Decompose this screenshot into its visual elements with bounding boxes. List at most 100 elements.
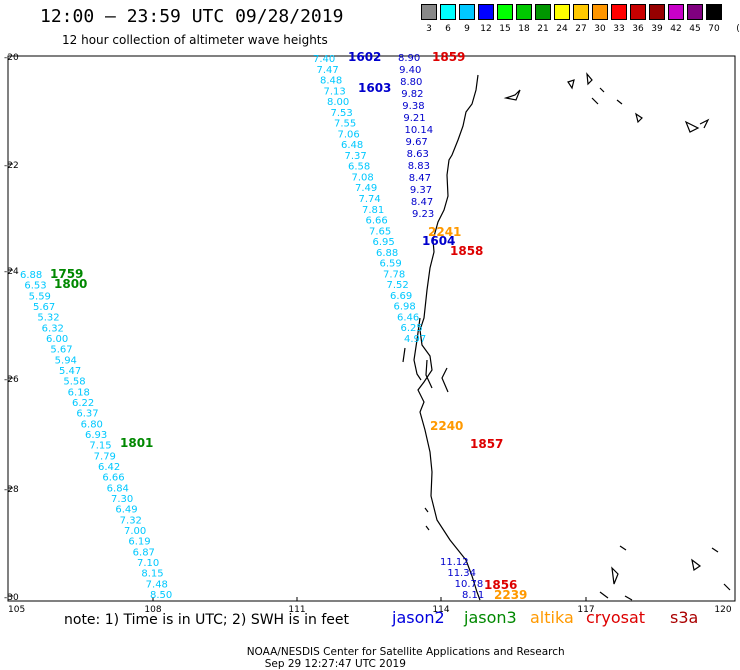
wave-height-label: 7.65 [369, 226, 391, 237]
pass-time-label: 1759 [50, 267, 83, 281]
legend-level: 45 [689, 24, 701, 34]
satellite-name: altika [530, 608, 574, 627]
credit-timestamp: Sep 29 12:27:47 UTC 2019 [264, 658, 406, 670]
legend-level: 12 [480, 24, 492, 34]
lat-tick-label: -22 [4, 161, 19, 171]
legend-level: 36 [632, 24, 644, 34]
wave-height-label: 7.40 [313, 54, 335, 65]
wave-height-label: 7.81 [362, 205, 384, 216]
legend-swatch [592, 4, 608, 20]
wave-height-label: 8.80 [400, 77, 422, 88]
plot-frame [7, 55, 736, 602]
wave-height-label: 8.15 [141, 569, 163, 580]
wave-height-label: 5.47 [59, 366, 81, 377]
wave-height-label: 7.32 [120, 515, 142, 526]
lon-tick-label: 105 [8, 605, 25, 615]
legend-swatch [706, 4, 722, 20]
coastline [402, 72, 731, 601]
wave-height-label: 8.47 [411, 197, 433, 208]
wave-height-label: 7.78 [383, 269, 405, 280]
wave-height-label: 8.48 [320, 76, 342, 87]
wave-height-label: 7.53 [331, 108, 353, 119]
legend-level: 15 [499, 24, 511, 34]
pass-time-label: 1857 [470, 437, 503, 451]
satellite-name: s3a [670, 608, 699, 627]
wave-height-label: 6.42 [98, 462, 120, 473]
wave-height-label: 9.82 [401, 89, 423, 100]
lon-tick-label: 111 [288, 605, 305, 615]
wave-height-label: 7.37 [345, 151, 367, 162]
legend-swatch [459, 4, 475, 20]
lat-tick-label: -30 [4, 593, 19, 603]
page-title: 12:00 – 23:59 UTC 09/28/2019 [40, 6, 344, 27]
lon-tick-label: 108 [144, 605, 161, 615]
wave-height-label: 6.95 [373, 237, 395, 248]
wave-height-label: 7.74 [359, 194, 381, 205]
wave-height-label: 6.25 [401, 323, 423, 334]
pass-time-label: 1603 [358, 81, 391, 95]
wave-height-label: 6.37 [76, 409, 98, 420]
wave-height-label: 7.47 [317, 65, 339, 76]
legend-level: 39 [651, 24, 663, 34]
pass-time-label: 2239 [494, 588, 527, 602]
pass-time-label: 1800 [54, 277, 87, 291]
legend-level: 70 [708, 24, 720, 34]
wave-height-label: 7.49 [355, 183, 377, 194]
wave-height-label: 4.97 [404, 334, 426, 345]
wave-height-label: 6.49 [115, 505, 137, 516]
wave-height-label: 6.22 [72, 398, 94, 409]
legend-level: 30 [594, 24, 606, 34]
legend-swatch [611, 4, 627, 20]
lat-tick-label: -24 [4, 267, 19, 277]
wave-height-label: 7.55 [334, 119, 356, 130]
lon-tick-label: 114 [432, 605, 449, 615]
wave-height-label: 6.88 [376, 248, 398, 259]
wave-height-label: 6.84 [107, 483, 129, 494]
legend-level: 3 [426, 24, 432, 34]
axis-ticks: 105 108 111 114 117 120 -20 -22 -24 -26 -28 -30 [4, 53, 736, 615]
wave-height-label: 7.48 [146, 579, 168, 590]
credit-line: NOAA/NESDIS Center for Satellite Applica… [240, 634, 565, 670]
legend-swatch [630, 4, 646, 20]
legend-swatch [440, 4, 456, 20]
wave-height-label: 9.40 [399, 65, 421, 76]
legend-level: 6 [445, 24, 451, 34]
legend-swatch [668, 4, 684, 20]
wave-height-label: 7.00 [124, 526, 146, 537]
wave-height-label: 7.15 [89, 441, 111, 452]
altimeter-tracks: 6.886.535.595.675.326.326.005.675.945.47… [20, 53, 484, 601]
wave-height-label: 9.38 [402, 101, 424, 112]
wave-height-label: 6.93 [85, 430, 107, 441]
wave-height-label: 6.98 [394, 302, 416, 313]
wave-height-label: 7.52 [387, 280, 409, 291]
lat-tick-label: -20 [4, 53, 19, 63]
wave-height-label: 10.14 [404, 125, 433, 136]
wave-height-label: 8.83 [408, 161, 430, 172]
legend-level: 21 [537, 24, 549, 34]
wave-height-label: 6.66 [366, 216, 388, 227]
legend-swatch [497, 4, 513, 20]
wave-height-label: 6.66 [102, 473, 124, 484]
legend-swatch [554, 4, 570, 20]
pass-time-label: 1856 [484, 578, 517, 592]
wave-height-label: 5.94 [55, 355, 77, 366]
credit-text: NOAA/NESDIS Center for Satellite Applica… [246, 646, 565, 658]
lat-tick-label: -28 [4, 485, 19, 495]
map-plot: 105 108 111 114 117 120 -20 -22 -24 -26 -28 -30 6.8… [4, 50, 736, 615]
wave-height-label: 5.58 [63, 377, 85, 388]
legend-level: 33 [613, 24, 625, 34]
page-subtitle: 12 hour collection of altimeter wave hei… [62, 33, 328, 47]
legend-level: 24 [556, 24, 568, 34]
legend-level: 27 [575, 24, 587, 34]
wave-height-label: 5.59 [29, 291, 51, 302]
wave-height-label: 11.12 [440, 557, 469, 568]
wave-height-label: 7.79 [94, 451, 116, 462]
wave-height-label: 6.19 [128, 537, 150, 548]
wave-height-label: 8.00 [327, 97, 349, 108]
satellite-name: jason3 [464, 608, 517, 627]
wave-height-label: 6.18 [68, 387, 90, 398]
legend-swatch [573, 4, 589, 20]
legend-unit: (ft) [736, 24, 740, 34]
wave-height-label: 7.30 [111, 494, 133, 505]
